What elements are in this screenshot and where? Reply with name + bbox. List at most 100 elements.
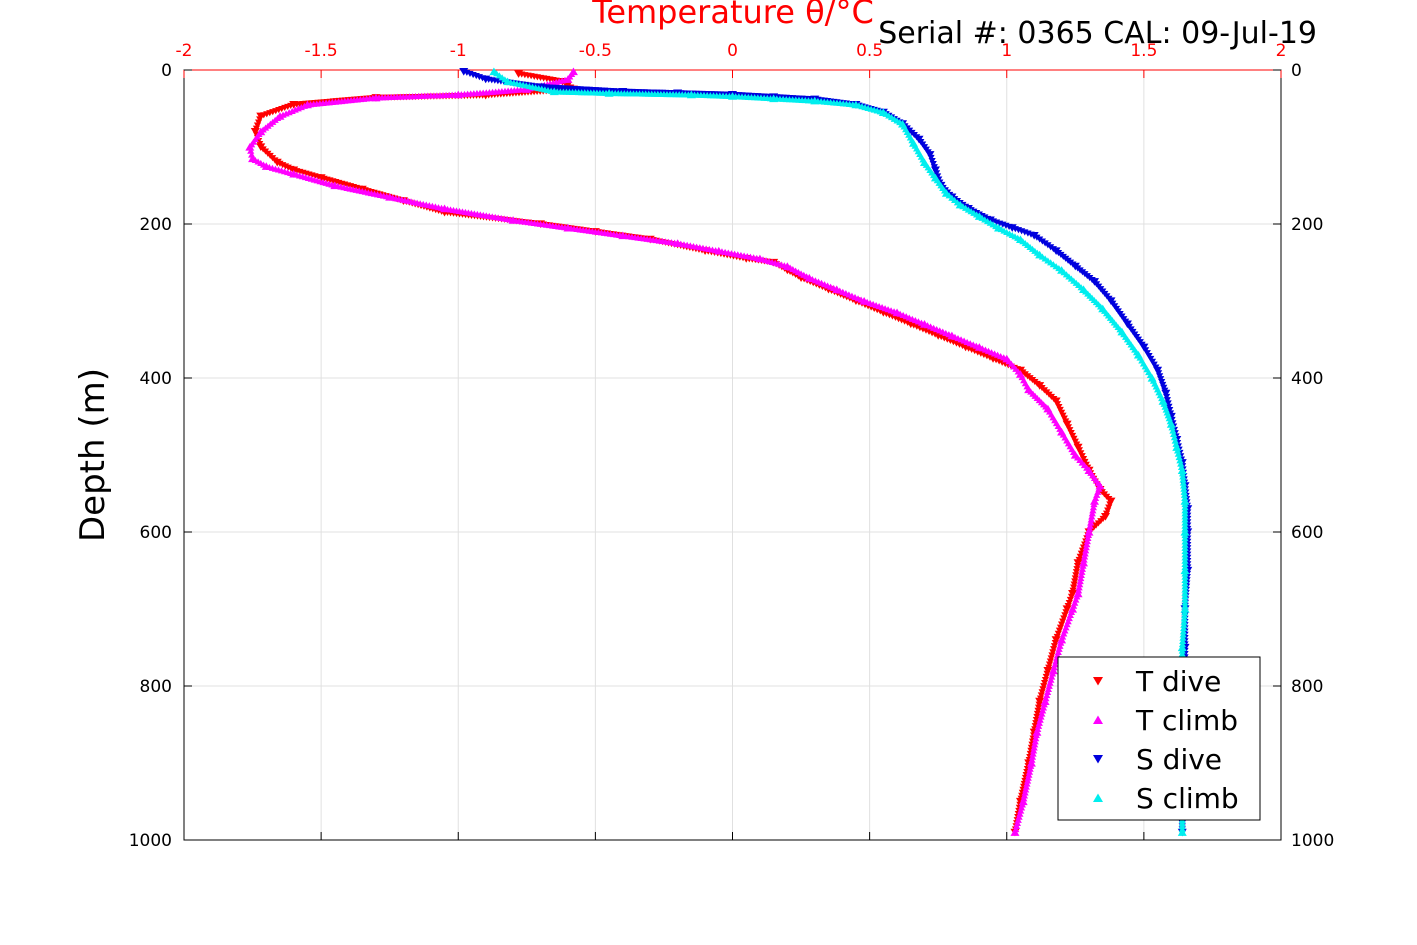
data-point [1084, 534, 1092, 542]
data-point [1017, 804, 1026, 811]
data-point [1164, 400, 1172, 407]
data-point [1040, 680, 1049, 687]
data-point [1084, 531, 1093, 538]
data-point [1031, 738, 1039, 745]
data-point [1169, 427, 1177, 434]
data-point [1176, 457, 1184, 464]
data-point [1166, 420, 1176, 428]
data-point [1077, 571, 1085, 578]
data-point [1095, 481, 1105, 490]
data-point [1180, 497, 1190, 505]
y-tick-label-left: 1000 [129, 831, 172, 851]
data-point [1179, 479, 1187, 486]
data-point [1072, 572, 1080, 579]
legend-marker [1093, 677, 1103, 686]
data-point [1170, 434, 1179, 441]
data-point [1073, 563, 1082, 570]
y-tick-label-left: 400 [140, 369, 172, 389]
data-point [1062, 609, 1070, 616]
data-point [1034, 722, 1043, 729]
data-point [1177, 466, 1187, 474]
data-point [1030, 744, 1038, 751]
legend: T dive T climb S dive S climb [1057, 656, 1261, 821]
y-tick-label-right: 0 [1291, 61, 1302, 81]
data-point [1029, 750, 1037, 757]
data-point [1084, 527, 1094, 536]
data-point [1086, 522, 1094, 529]
data-point [1180, 604, 1190, 613]
data-point [928, 157, 936, 165]
data-point [1181, 560, 1189, 567]
data-point [1083, 538, 1091, 545]
data-point [1180, 488, 1188, 495]
data-point [1181, 510, 1189, 517]
data-point [1046, 658, 1054, 665]
data-point [1022, 783, 1030, 790]
data-point [1036, 716, 1044, 723]
data-point [1057, 635, 1067, 644]
data-point [1050, 643, 1059, 650]
data-point [1181, 580, 1189, 587]
data-point [1178, 647, 1186, 654]
series-t-dive [250, 70, 1116, 837]
data-point [247, 147, 255, 154]
data-point [1180, 621, 1188, 628]
data-point [1037, 713, 1045, 720]
data-point [1014, 816, 1022, 823]
data-point [1161, 389, 1171, 398]
data-point [1181, 608, 1189, 616]
data-point [1066, 596, 1074, 603]
data-point [1179, 476, 1187, 483]
data-point [1087, 519, 1095, 526]
data-point [1047, 655, 1055, 662]
x-tick-label: 1.5 [1130, 41, 1157, 61]
data-point [1180, 625, 1188, 632]
data-point [1071, 575, 1079, 582]
data-point [1032, 728, 1042, 736]
data-point [1170, 430, 1178, 437]
data-point [1024, 774, 1032, 781]
data-point [1028, 753, 1037, 760]
data-point [1070, 581, 1078, 588]
data-point [245, 142, 255, 151]
data-point [1089, 507, 1097, 514]
data-point [1181, 570, 1189, 577]
data-point [1010, 828, 1020, 836]
data-point [1181, 586, 1189, 593]
data-point [1048, 673, 1056, 680]
data-point [1015, 813, 1023, 820]
data-point [1181, 573, 1189, 580]
legend-box [1057, 656, 1261, 821]
data-point [1046, 679, 1054, 686]
data-point [1039, 704, 1048, 711]
chart-title: Temperature θ/°C [591, 0, 874, 31]
data-point [1171, 437, 1179, 444]
data-point [1055, 645, 1063, 652]
data-point [1174, 450, 1182, 457]
data-point [1177, 828, 1187, 836]
data-point [1172, 443, 1182, 451]
data-point [1173, 447, 1182, 454]
data-point [1082, 547, 1090, 554]
data-point [1076, 553, 1084, 560]
data-point [1034, 707, 1042, 714]
data-point [1055, 627, 1064, 634]
data-point [1179, 631, 1187, 638]
data-point [1181, 501, 1189, 508]
data-point [1050, 646, 1058, 653]
data-point [1181, 538, 1189, 545]
data-point [1163, 397, 1171, 404]
data-point [1051, 661, 1059, 668]
data-point [1059, 618, 1067, 625]
legend-marker [1093, 715, 1103, 724]
data-point [1034, 704, 1043, 711]
data-point [1179, 628, 1188, 635]
data-point [1040, 697, 1050, 705]
y-tick-label-right: 200 [1291, 215, 1323, 235]
data-point [1032, 732, 1040, 739]
data-point [1035, 701, 1043, 708]
data-point [1082, 544, 1090, 551]
data-point [1181, 535, 1189, 542]
data-point [1013, 819, 1022, 826]
data-point [1037, 692, 1045, 699]
